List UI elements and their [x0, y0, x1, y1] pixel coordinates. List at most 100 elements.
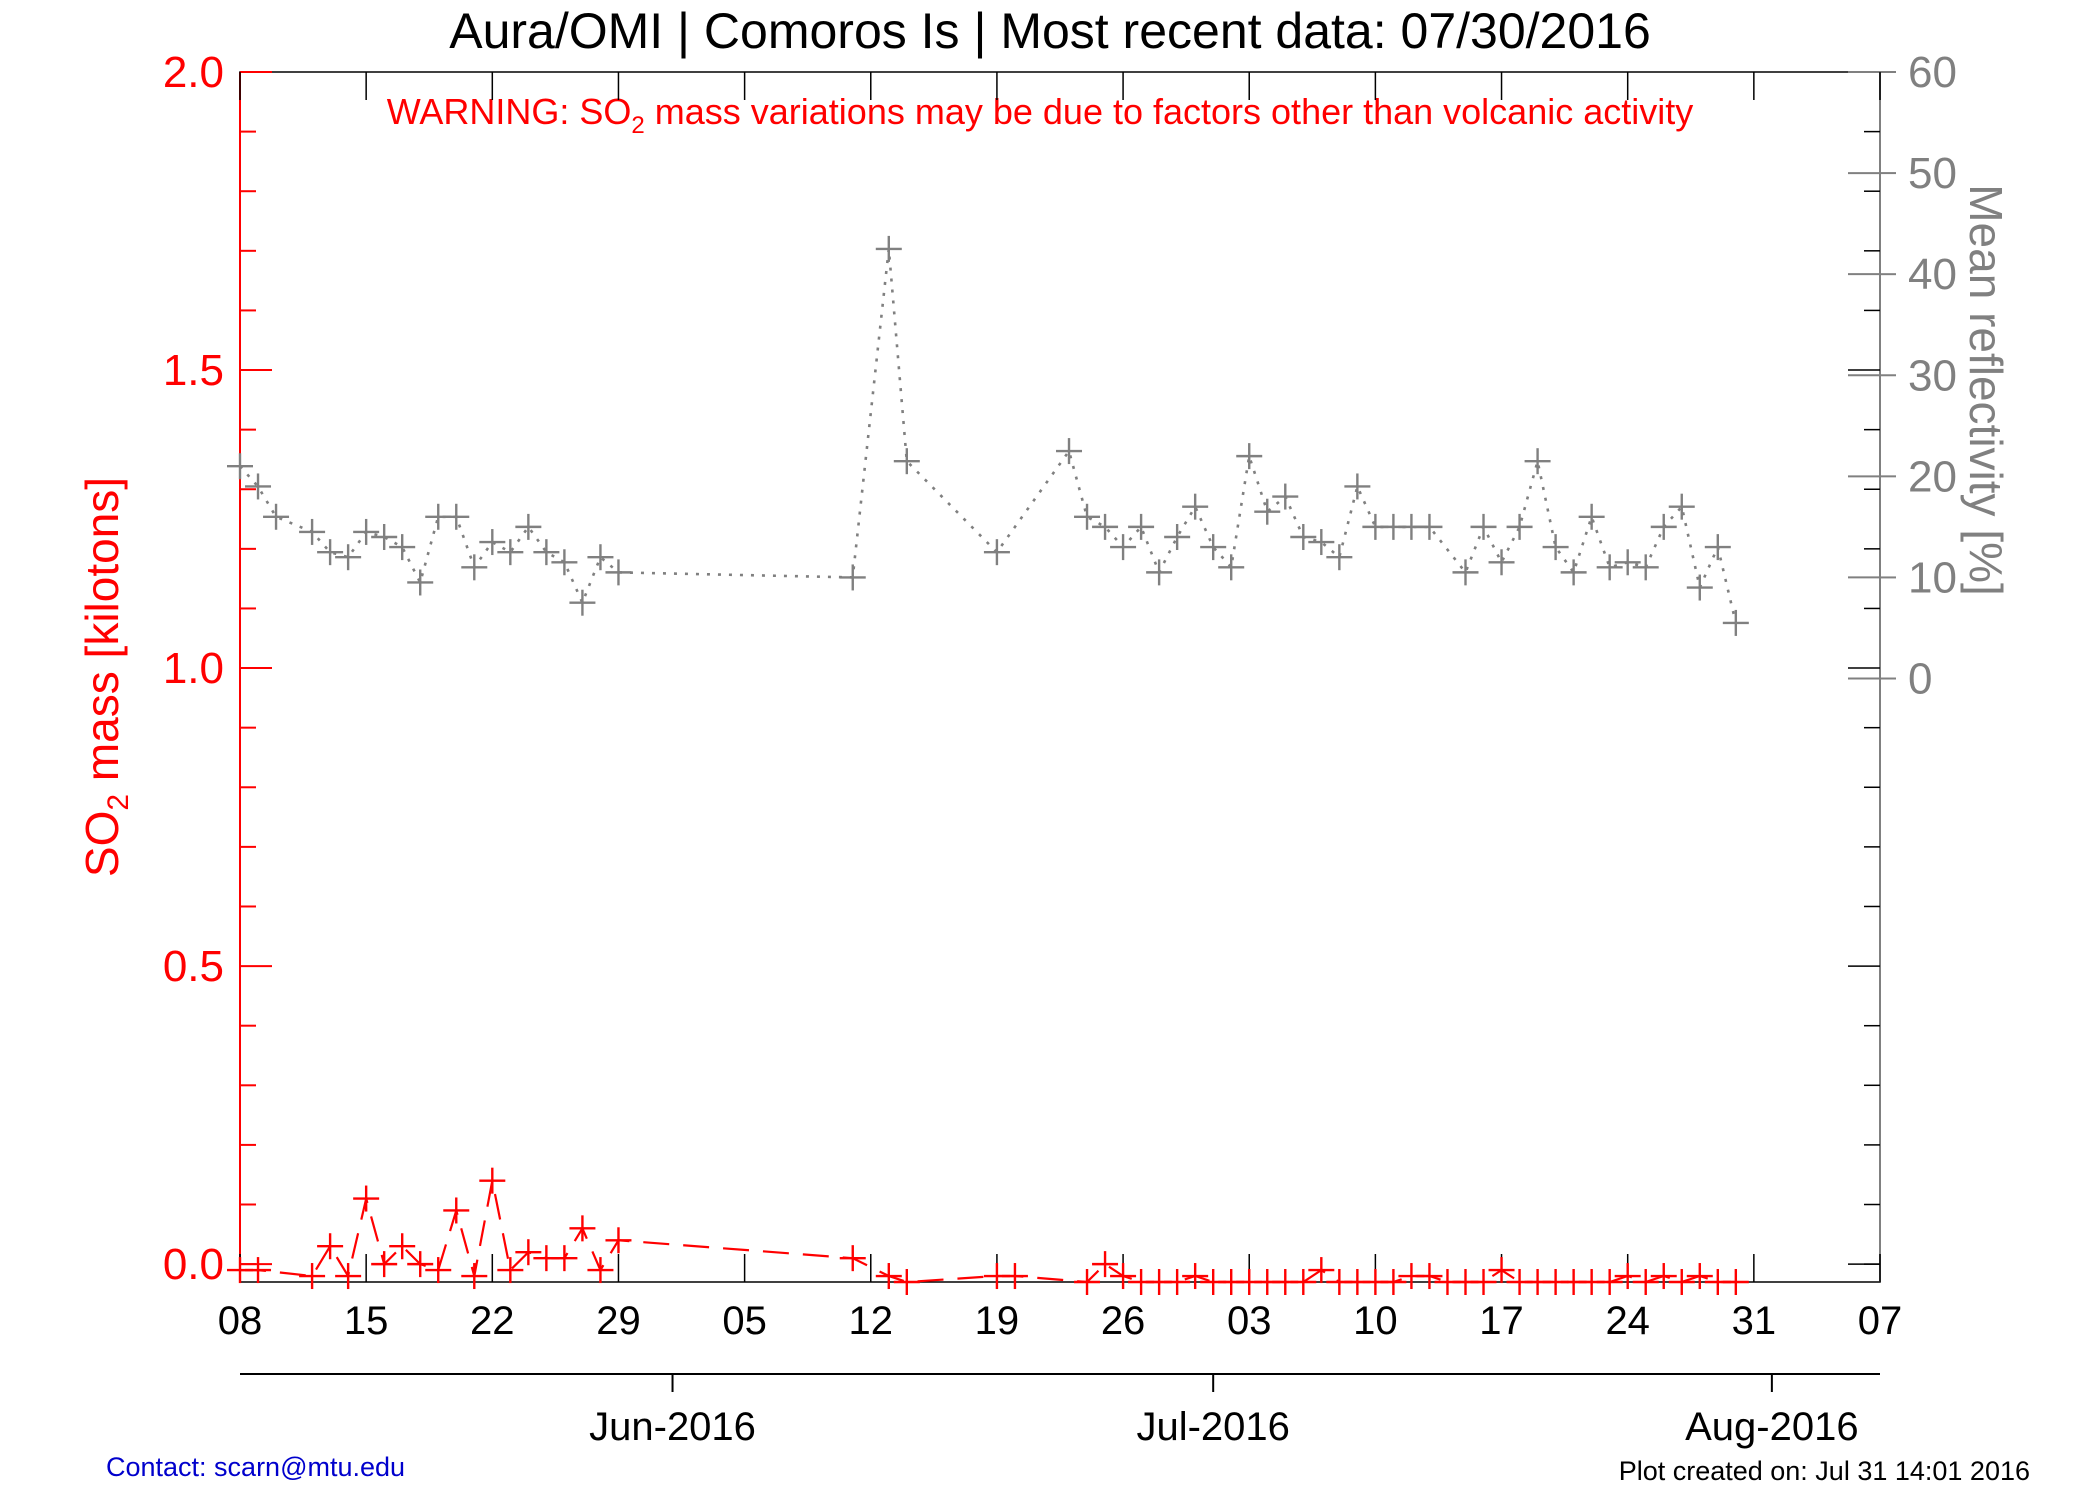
- right-tick-label: 40: [1908, 250, 1957, 299]
- reflectivity-point: [1182, 493, 1209, 520]
- reflectivity-point: [1560, 559, 1587, 586]
- so2-mass-point: [299, 1263, 326, 1290]
- reflectivity-point: [1236, 443, 1263, 470]
- so2-mass-point: [443, 1197, 470, 1224]
- so2-mass-point: [605, 1227, 632, 1254]
- so2-mass-point: [371, 1251, 398, 1278]
- so2-mass-point: [317, 1233, 344, 1260]
- reflectivity-point: [1470, 513, 1497, 540]
- so2-mass-point: [497, 1257, 524, 1284]
- right-tick-label: 10: [1908, 553, 1957, 602]
- reflectivity-point: [443, 503, 470, 530]
- x-tick-label: 10: [1353, 1299, 1398, 1343]
- reflectivity-line: [239, 248, 1738, 624]
- reflectivity-point: [1128, 513, 1155, 540]
- left-tick-label: 2.0: [163, 48, 224, 97]
- x-tick-label: 29: [596, 1299, 641, 1343]
- reflectivity-point: [1452, 559, 1479, 586]
- so2-mass-point: [587, 1257, 614, 1284]
- x-tick-label: 22: [470, 1299, 515, 1343]
- contact-text: Contact: scarn@mtu.edu: [106, 1452, 405, 1482]
- so2-mass-point: [245, 1257, 272, 1284]
- so2-mass-point: [875, 1263, 902, 1290]
- series-layer: [227, 235, 1749, 1295]
- reflectivity-point: [389, 534, 416, 561]
- so2-mass-point: [1650, 1263, 1677, 1290]
- reflectivity-point: [1596, 554, 1623, 581]
- left-tick-label: 0.5: [163, 942, 224, 991]
- reflectivity-point: [1542, 534, 1569, 561]
- month-label: Jun-2016: [589, 1405, 756, 1449]
- x-tick-label: 07: [1858, 1299, 1903, 1343]
- so2-mass-point: [1416, 1263, 1443, 1290]
- reflectivity-point: [245, 473, 272, 500]
- plot-frame: [239, 71, 1881, 1283]
- so2-mass-point: [1614, 1263, 1641, 1290]
- reflectivity-point: [353, 518, 380, 545]
- reflectivity-point: [407, 569, 434, 596]
- reflectivity-point: [479, 529, 506, 556]
- reflectivity-point: [1488, 549, 1515, 576]
- x-tick-label: 03: [1227, 1299, 1272, 1343]
- reflectivity-point: [551, 549, 578, 576]
- x-tick-label: 26: [1101, 1299, 1146, 1343]
- x-tick-label: 05: [722, 1299, 767, 1343]
- so2-mass-point: [335, 1263, 362, 1290]
- reflectivity-point: [983, 539, 1010, 566]
- so2-mass-point: [1308, 1257, 1335, 1284]
- warning-text: WARNING: SO2 mass variations may be due …: [387, 91, 1694, 139]
- so2-mass-point: [569, 1215, 596, 1242]
- right-axis-ticks: 0 10 20 30 40 50 60: [1848, 48, 1957, 704]
- reflectivity-point: [227, 453, 253, 480]
- so2-mass-point: [1001, 1263, 1028, 1290]
- so2-mass-point: [551, 1245, 578, 1272]
- right-tick-label: 50: [1908, 149, 1957, 198]
- so2-mass-point: [893, 1269, 920, 1295]
- reflectivity-point: [461, 554, 488, 581]
- reflectivity-point: [1272, 483, 1299, 510]
- reflectivity-point: [1668, 493, 1695, 520]
- reflectivity-point: [1254, 498, 1281, 525]
- so2-mass-point: [425, 1257, 452, 1284]
- so2-mass-point: [1488, 1257, 1515, 1284]
- reflectivity-point: [497, 539, 524, 566]
- so2-mass-point: [389, 1233, 416, 1260]
- so2-mass-point: [1164, 1269, 1191, 1295]
- so2-mass-point: [1110, 1263, 1137, 1290]
- reflectivity-point: [1578, 503, 1605, 530]
- month-label: Aug-2016: [1685, 1405, 1858, 1449]
- x-tick-label: 08: [218, 1299, 263, 1343]
- reflectivity-point: [605, 559, 632, 586]
- left-axis-label-subscript: 2: [102, 794, 135, 811]
- reflectivity-point: [875, 235, 902, 262]
- so2-mass-line: [240, 1180, 1736, 1284]
- x-tick-label: 17: [1479, 1299, 1524, 1343]
- x-tick-label: 24: [1605, 1299, 1650, 1343]
- reflectivity-point: [569, 589, 596, 616]
- right-tick-label: 60: [1908, 48, 1957, 97]
- so2-mass-point: [1668, 1269, 1695, 1295]
- so2-mass-point: [1290, 1269, 1317, 1295]
- month-label: Jul-2016: [1136, 1405, 1289, 1449]
- reflectivity-point: [1308, 529, 1335, 556]
- so2-mass-point: [1092, 1251, 1119, 1278]
- reflectivity-point: [1416, 513, 1443, 540]
- so2-mass-point: [1596, 1269, 1623, 1295]
- reflectivity-point: [371, 523, 398, 550]
- reflectivity-point: [1056, 438, 1083, 465]
- reflectivity-point: [1722, 609, 1749, 636]
- so2-mass-point: [1074, 1269, 1101, 1295]
- reflectivity-point: [1614, 549, 1641, 576]
- so2-mass-point: [1182, 1263, 1209, 1290]
- so2-mass-point: [1632, 1269, 1659, 1295]
- reflectivity-point: [533, 539, 560, 566]
- so2-mass-point: [353, 1185, 380, 1212]
- reflectivity-point: [299, 518, 326, 545]
- warning-subscript: 2: [631, 112, 644, 139]
- left-tick-label: 1.5: [163, 346, 224, 395]
- reflectivity-point: [1110, 534, 1137, 561]
- reflectivity-point: [1524, 448, 1551, 475]
- left-tick-label: 1.0: [163, 644, 224, 693]
- left-tick-label: 0.0: [163, 1240, 224, 1289]
